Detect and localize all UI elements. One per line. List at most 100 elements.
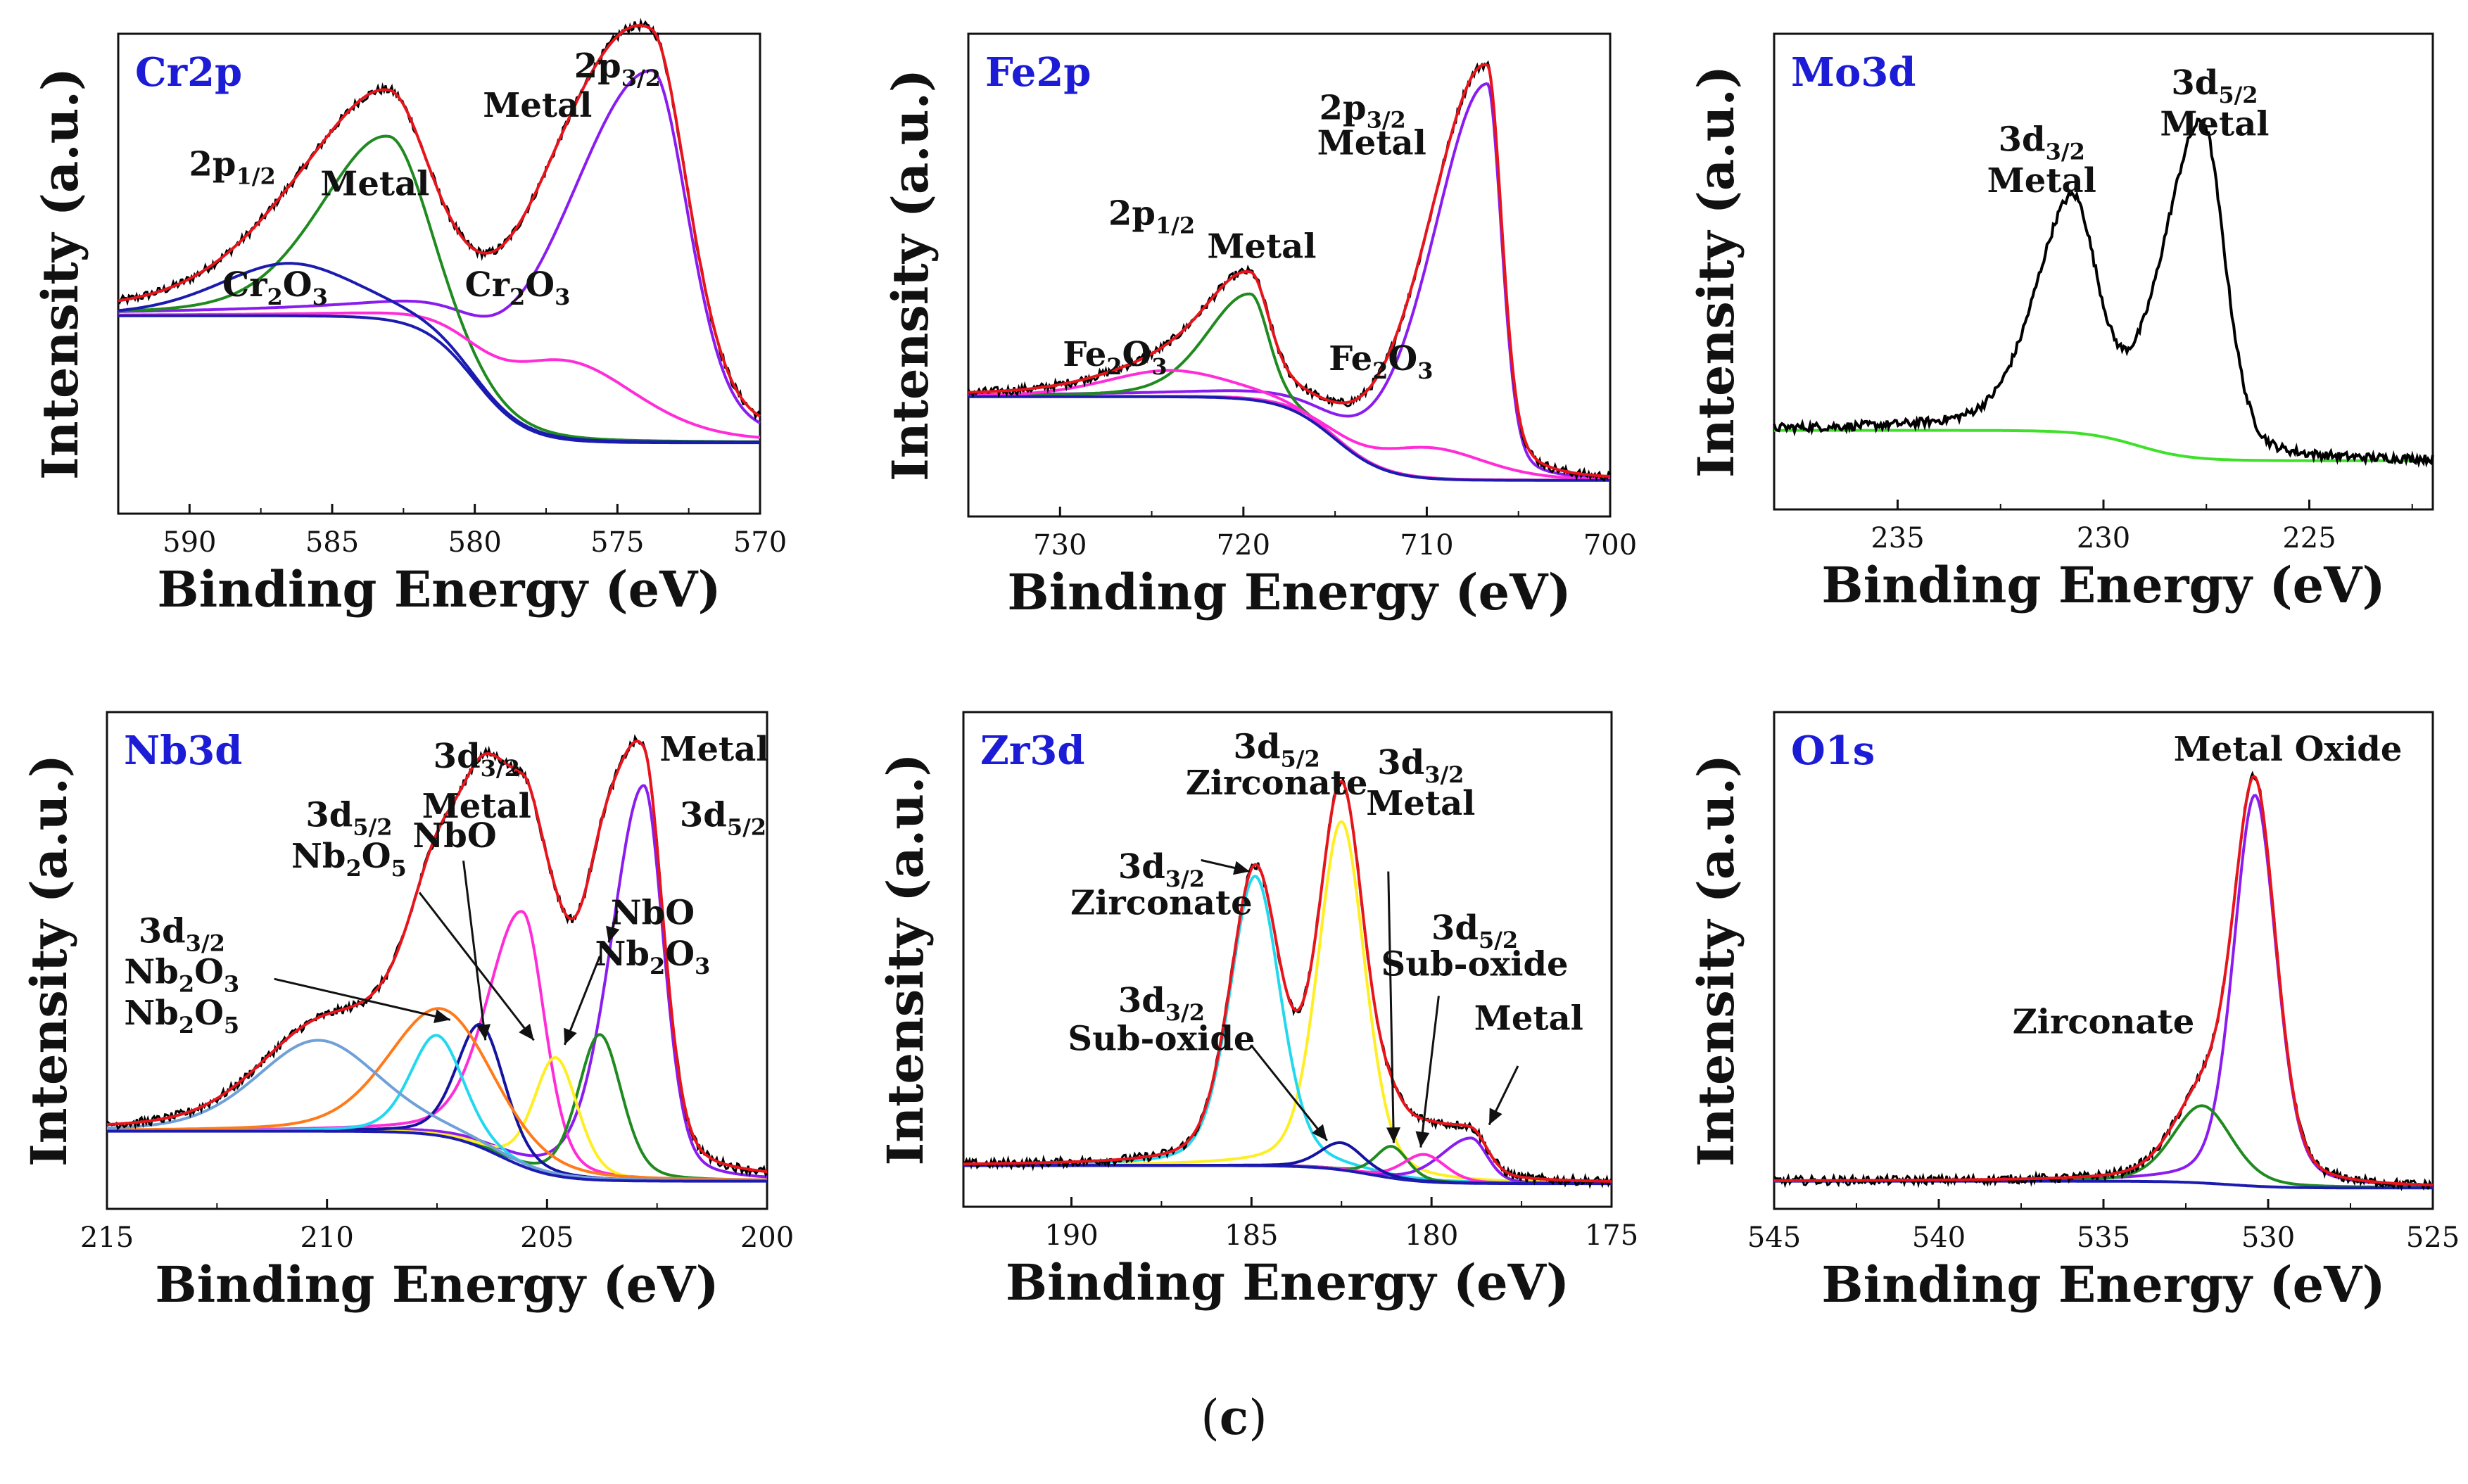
component-cr2o3-2p1-2-	[118, 262, 760, 444]
y-axis-label: Intensity (a.u.)	[876, 753, 935, 1165]
peak-annotation: 3d3/2	[1377, 743, 1464, 788]
peak-annotation: Metal	[1987, 161, 2096, 201]
annotation-arrowhead	[1233, 861, 1250, 875]
y-axis-label: Intensity (a.u.)	[1687, 754, 1745, 1167]
x-axis-label: Binding Energy (eV)	[155, 1255, 719, 1314]
annotation-arrow	[274, 977, 451, 1021]
caption-open-paren: (	[1201, 1390, 1220, 1446]
peak-annotation: Cr2O3	[465, 265, 571, 310]
panel-nb3d: 215 210 205 200 Nb3d Binding Energy (eV) Inten…	[20, 711, 794, 1314]
x-tick-label: 535	[2077, 1222, 2130, 1254]
x-tick-label: 710	[1400, 529, 1453, 562]
peak-annotation: Metal	[1474, 999, 1583, 1039]
y-axis-label: Intensity (a.u.)	[20, 754, 78, 1167]
y-axis-label: Intensity (a.u.)	[1687, 65, 1745, 478]
peak-annotation: Fe2O3	[1329, 339, 1433, 384]
x-tick-label: 720	[1217, 529, 1270, 562]
component-2p3-2-metal	[118, 69, 761, 424]
x-tick-label: 590	[163, 526, 216, 559]
peak-annotation: Metal	[1366, 784, 1475, 823]
y-axis-label: Intensity (a.u.)	[881, 69, 939, 481]
x-tick-label: 235	[1871, 522, 1924, 554]
peak-annotation: Metal	[422, 787, 531, 826]
annotation-arrow	[1419, 996, 1440, 1148]
peak-annotation: Metal	[483, 86, 592, 125]
peak-annotation: 3d3/2	[139, 911, 225, 956]
background-curve	[963, 1164, 1612, 1186]
peak-annotation: Nb2O5	[124, 994, 239, 1039]
panel-title: Mo3d	[1791, 49, 1916, 96]
background-curve	[968, 395, 1610, 482]
panel-title: Cr2p	[135, 49, 242, 96]
peak-annotation: NbO	[611, 894, 695, 933]
x-tick-label: 210	[300, 1222, 353, 1254]
x-axis-label: Binding Energy (eV)	[1006, 1253, 1569, 1312]
peak-annotation: Sub-oxide	[1068, 1019, 1255, 1058]
panel-title: Nb3d	[124, 728, 242, 774]
peak-annotation: Nb2O5	[291, 837, 407, 882]
panel-mo3d: 235 230 225 Mo3d Binding Energy (eV) Intensit…	[1687, 32, 2434, 614]
component-cr2o3-2p3-2-	[118, 311, 761, 439]
peak-annotation: 3d5/2	[305, 796, 392, 841]
x-tick-label: 525	[2406, 1222, 2460, 1254]
peak-annotation: Metal	[659, 730, 768, 769]
raw-spectrum	[967, 60, 1612, 482]
peak-annotation: 3d5/2	[1234, 728, 1320, 773]
peak-annotation: 2p1/2	[189, 145, 276, 190]
caption-letter: c	[1219, 1390, 1249, 1446]
peak-annotation: 2p1/2	[1108, 194, 1195, 239]
plot-frame	[967, 32, 1612, 518]
peak-annotation: Nb2O3	[124, 953, 239, 998]
x-tick-label: 215	[80, 1222, 134, 1254]
panel-fe2p: 730 720 710 700 Fe2p Binding Energy (eV) Inten…	[881, 32, 1637, 621]
x-tick-label: 700	[1583, 529, 1637, 562]
x-tick-label: 585	[305, 526, 359, 559]
peak-annotation: Metal	[320, 165, 429, 204]
envelope-fit	[118, 24, 761, 418]
x-tick-label: 530	[2241, 1222, 2295, 1254]
peak-annotation: 3d3/2	[1999, 120, 2085, 165]
component-3d5-2-nb2o5	[107, 1007, 767, 1181]
peak-annotation: 3d3/2	[1118, 981, 1205, 1026]
component-2p3-2-metal	[968, 82, 1611, 480]
envelope-fit	[1774, 774, 2433, 1187]
peak-annotation: 3d5/2	[680, 796, 766, 841]
x-tick-label: 545	[1747, 1222, 1801, 1254]
peak-annotation: Metal	[2160, 105, 2269, 144]
panel-o1s: 545 540 535 530 525 O1s Binding Energy (eV) Int…	[1687, 711, 2460, 1314]
background-curve	[118, 314, 760, 445]
x-tick-label: 205	[520, 1222, 574, 1254]
annotation-arrowhead	[434, 1009, 450, 1024]
annotation-arrow	[462, 861, 487, 1041]
plot-frame	[1773, 711, 2434, 1210]
annotation-arrowhead	[1386, 1127, 1401, 1143]
peak-annotation: Zirconate	[2013, 1003, 2195, 1042]
raw-spectrum	[1773, 770, 2434, 1191]
annotation-arrow	[563, 956, 601, 1046]
figure-caption: (c)	[0, 1390, 2468, 1446]
x-axis-label: Binding Energy (eV)	[157, 560, 721, 619]
annotation-arrowhead	[606, 925, 620, 943]
peak-annotation: Metal	[1207, 227, 1316, 267]
peak-annotation: Fe2O3	[1063, 335, 1167, 380]
peak-annotation: 3d5/2	[1431, 908, 1518, 953]
peak-annotation: 3d3/2	[1118, 847, 1205, 892]
component-metal-oxide	[1774, 794, 2434, 1187]
raw-spectrum	[1773, 118, 2434, 468]
x-tick-label: 230	[2077, 522, 2130, 554]
envelope-fit	[106, 740, 768, 1174]
peak-annotation: NbO	[412, 816, 496, 856]
peak-annotation: Sub-oxide	[1381, 944, 1569, 984]
plot-frame	[117, 32, 761, 515]
x-axis-label: Binding Energy (eV)	[1821, 556, 2385, 614]
peak-annotation: 3d5/2	[2171, 63, 2258, 108]
x-tick-label: 575	[590, 526, 644, 559]
annotation-arrowhead	[519, 1023, 534, 1041]
panel-cr2p: 590 585 580 575 570 Cr2p Binding Energy (eV) In…	[31, 18, 787, 619]
peak-annotation: Nb2O3	[595, 934, 711, 979]
x-axis-label: Binding Energy (eV)	[1821, 1255, 2385, 1314]
x-tick-label: 175	[1585, 1219, 1638, 1252]
y-axis-label: Intensity (a.u.)	[31, 68, 89, 480]
x-tick-label: 185	[1224, 1219, 1278, 1252]
